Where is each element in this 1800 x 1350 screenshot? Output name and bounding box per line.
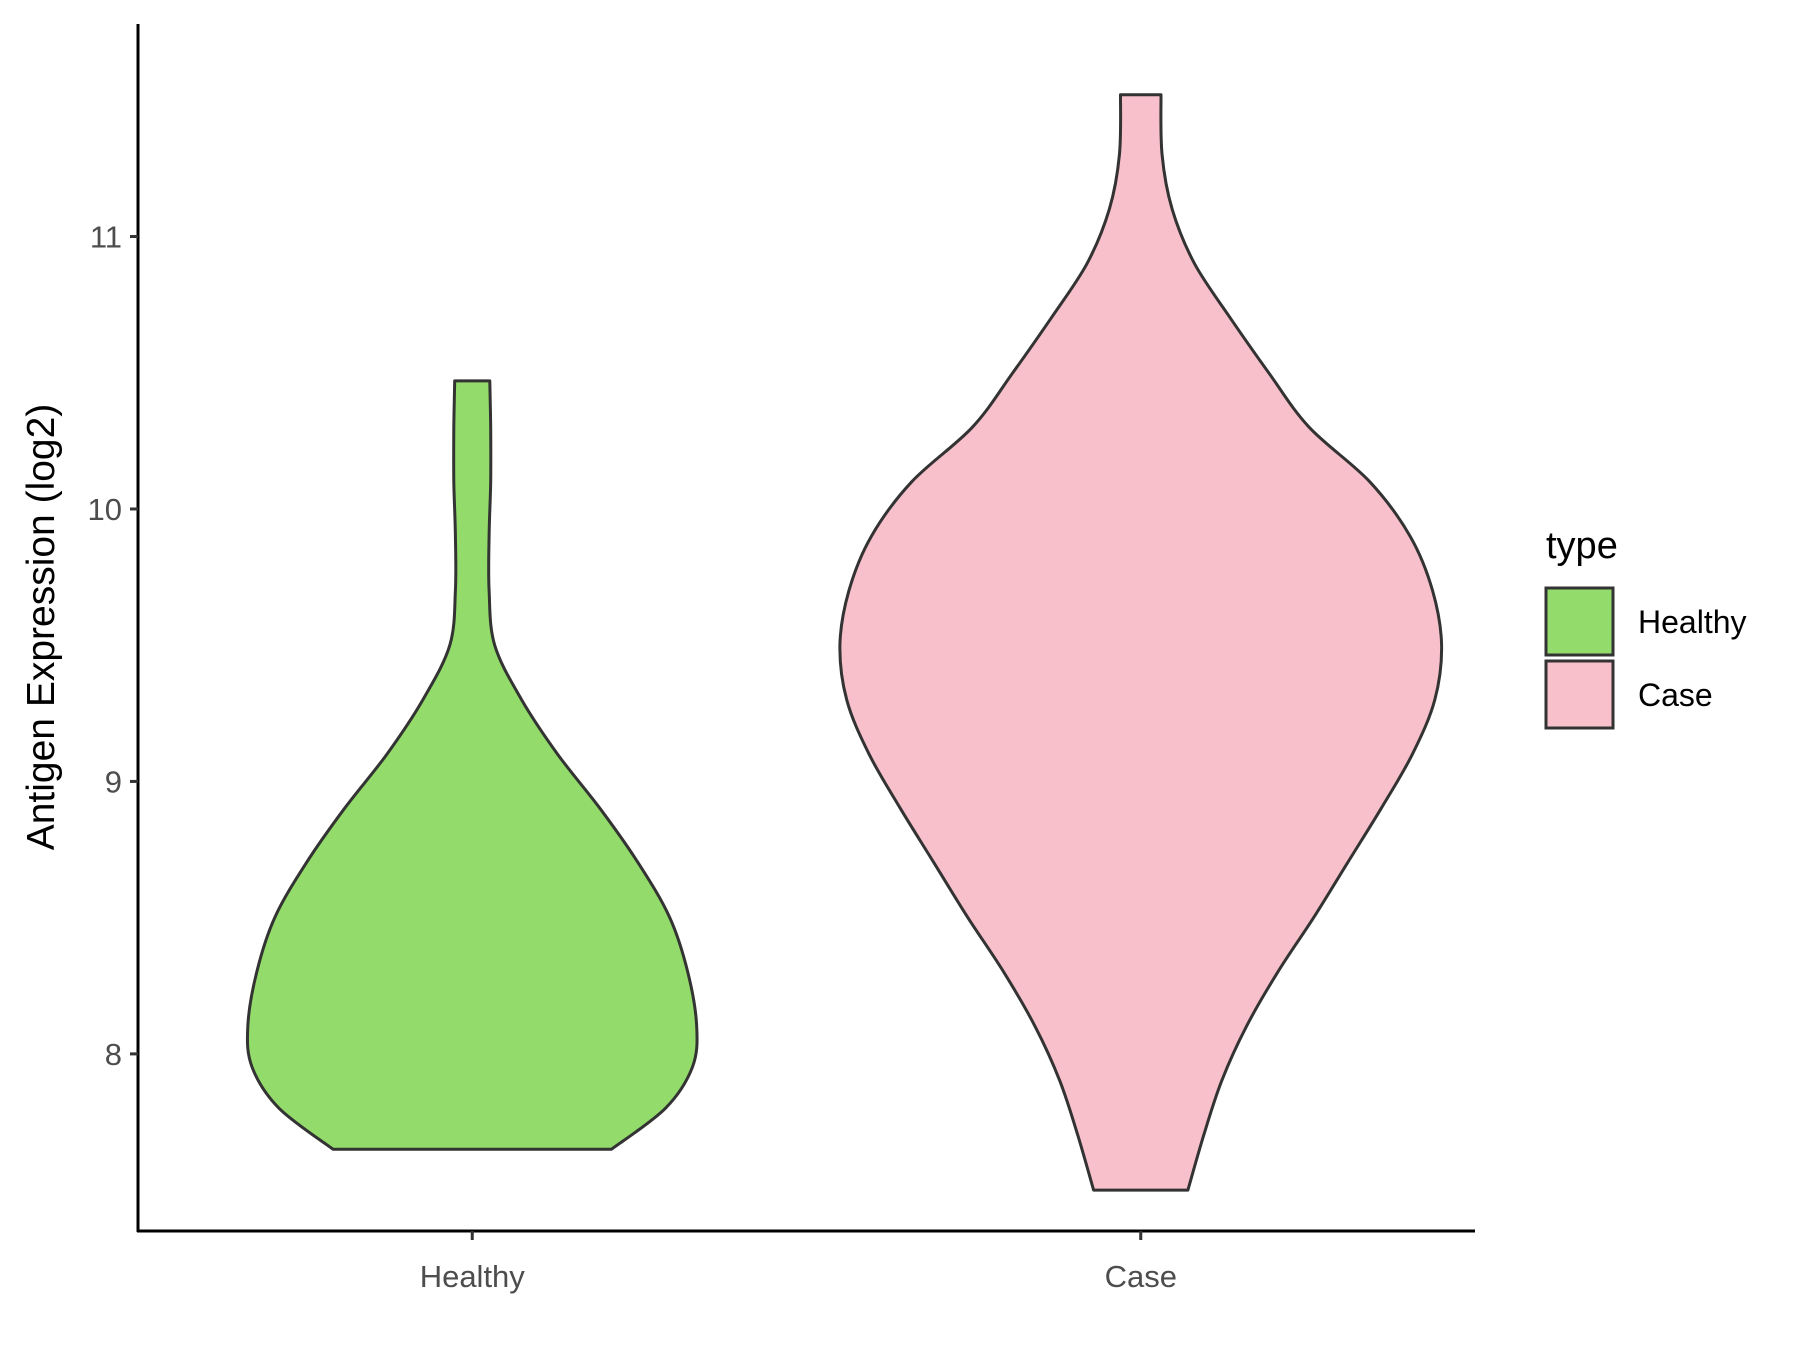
y-axis-title: Antigen Expression (log2) bbox=[20, 404, 63, 851]
plot-area bbox=[245, 93, 1444, 1192]
legend: type Healthy Case bbox=[1544, 525, 1747, 730]
y-tick-label: 8 bbox=[105, 1037, 122, 1072]
y-tick-label: 11 bbox=[90, 220, 122, 255]
legend-items: Healthy Case bbox=[1544, 586, 1747, 730]
x-tick-label: Case bbox=[1105, 1259, 1177, 1294]
legend-label-healthy: Healthy bbox=[1638, 604, 1747, 640]
x-tick-label: Healthy bbox=[420, 1259, 526, 1294]
y-axis-ticks: 8 9 10 11 bbox=[88, 220, 138, 1072]
violin-case bbox=[838, 93, 1444, 1192]
legend-title: type bbox=[1546, 525, 1618, 567]
x-axis-ticks: Healthy Case bbox=[420, 1231, 1177, 1294]
legend-label-case: Case bbox=[1638, 677, 1713, 713]
legend-key-healthy bbox=[1544, 586, 1615, 657]
y-tick-label: 9 bbox=[105, 764, 122, 799]
violin-healthy bbox=[245, 379, 699, 1151]
legend-key-case bbox=[1544, 659, 1615, 730]
y-tick-label: 10 bbox=[88, 492, 122, 527]
